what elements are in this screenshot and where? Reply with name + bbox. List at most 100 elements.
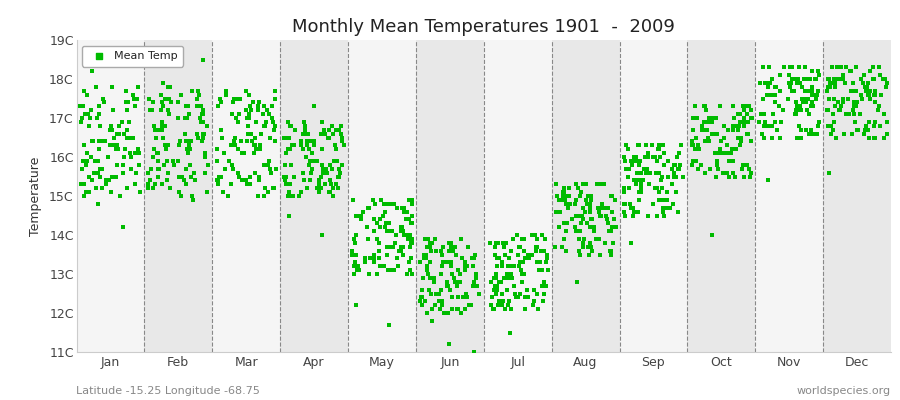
Point: [500, 263, 515, 270]
Point: [311, 181, 326, 188]
Point: [421, 271, 436, 277]
Point: [241, 122, 256, 129]
Point: [821, 122, 835, 129]
Point: [540, 267, 554, 273]
Point: [425, 318, 439, 324]
Point: [850, 126, 865, 133]
Point: [688, 146, 703, 152]
Point: [427, 278, 441, 285]
Point: [712, 150, 726, 156]
Point: [626, 162, 640, 168]
Point: [317, 126, 331, 133]
Point: [518, 247, 532, 254]
Point: [765, 122, 779, 129]
Point: [429, 247, 444, 254]
Point: [652, 197, 666, 203]
Point: [628, 181, 643, 188]
Point: [580, 193, 595, 199]
Point: [281, 146, 295, 152]
Point: [605, 224, 619, 230]
Point: [400, 271, 414, 277]
Point: [101, 154, 115, 160]
Point: [315, 119, 329, 125]
Point: [160, 177, 175, 184]
Point: [726, 170, 741, 176]
Point: [349, 302, 364, 308]
Point: [500, 286, 514, 293]
Point: [400, 216, 414, 222]
Point: [116, 170, 130, 176]
Point: [858, 126, 872, 133]
Point: [402, 259, 417, 266]
Point: [266, 185, 281, 192]
Point: [92, 111, 106, 117]
Point: [661, 173, 675, 180]
Point: [394, 228, 409, 234]
Point: [306, 103, 320, 110]
Point: [261, 111, 275, 117]
Point: [521, 251, 535, 258]
Point: [333, 170, 347, 176]
Title: Monthly Mean Temperatures 1901  -  2009: Monthly Mean Temperatures 1901 - 2009: [292, 18, 675, 36]
Point: [758, 119, 772, 125]
Point: [141, 181, 156, 188]
Point: [575, 240, 590, 246]
Point: [645, 154, 660, 160]
Point: [151, 166, 166, 172]
Point: [260, 162, 274, 168]
Point: [827, 103, 842, 110]
Point: [182, 142, 196, 148]
Point: [534, 247, 548, 254]
Point: [604, 251, 618, 258]
Point: [497, 244, 511, 250]
Point: [359, 224, 374, 230]
Point: [498, 306, 512, 312]
Text: Latitude -15.25 Longitude -68.75: Latitude -15.25 Longitude -68.75: [76, 386, 260, 396]
Point: [450, 306, 464, 312]
Point: [737, 119, 751, 125]
Point: [85, 177, 99, 184]
Point: [729, 146, 743, 152]
Point: [356, 208, 370, 215]
Point: [580, 200, 594, 207]
Point: [248, 146, 263, 152]
Point: [572, 247, 587, 254]
Point: [448, 251, 463, 258]
Point: [676, 173, 690, 180]
Point: [282, 193, 296, 199]
Point: [773, 72, 788, 78]
Point: [832, 107, 846, 114]
Point: [299, 154, 313, 160]
Point: [690, 115, 705, 121]
Point: [443, 286, 457, 293]
Point: [171, 158, 185, 164]
Point: [156, 80, 170, 86]
Point: [146, 154, 160, 160]
Point: [303, 138, 318, 145]
Point: [539, 259, 554, 266]
Point: [109, 146, 123, 152]
Point: [378, 220, 392, 226]
Point: [559, 200, 573, 207]
Point: [511, 294, 526, 301]
Point: [652, 154, 667, 160]
Point: [868, 134, 882, 141]
Point: [823, 80, 837, 86]
Point: [133, 189, 148, 195]
Point: [95, 95, 110, 102]
Point: [787, 76, 801, 82]
Point: [802, 111, 816, 117]
Point: [732, 134, 746, 141]
Point: [419, 267, 434, 273]
Point: [78, 189, 93, 195]
Point: [88, 84, 103, 90]
Point: [744, 170, 759, 176]
Point: [293, 189, 308, 195]
Point: [491, 278, 506, 285]
Point: [281, 119, 295, 125]
Point: [321, 134, 336, 141]
Point: [458, 263, 473, 270]
Point: [573, 251, 588, 258]
Point: [399, 232, 413, 238]
Point: [562, 193, 576, 199]
